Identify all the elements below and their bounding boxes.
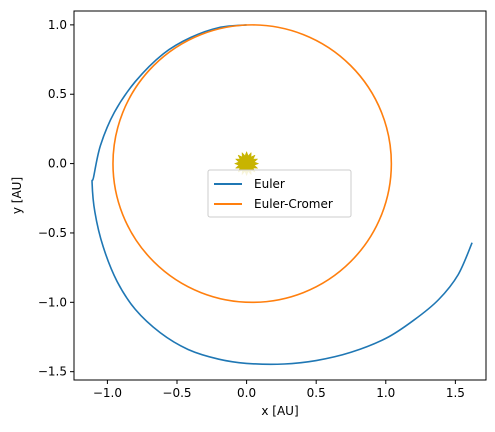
- y-tick-label: −0.5: [38, 226, 67, 240]
- x-tick-label: 0.5: [307, 386, 326, 400]
- plot-frame: [73, 10, 487, 381]
- x-tick-label: −0.5: [162, 386, 191, 400]
- y-tick-label: 1.0: [48, 18, 67, 32]
- series-euler-line: [91, 24, 473, 366]
- legend-box: [207, 169, 352, 218]
- x-tick-label: 0.0: [237, 386, 256, 400]
- y-tick-label: −1.0: [38, 295, 67, 309]
- series-layer: [91, 24, 473, 366]
- y-tick-label: 0.0: [48, 157, 67, 171]
- legend: Euler Euler-Cromer: [207, 169, 352, 218]
- x-tick-label: −1.0: [93, 386, 122, 400]
- y-axis-label: y [AU]: [10, 177, 24, 214]
- x-axis-ticks: −1.0 −0.5 0.0 0.5 1.0 1.5: [93, 380, 465, 400]
- legend-label-euler-cromer: Euler-Cromer: [254, 197, 333, 211]
- x-tick-label: 1.0: [376, 386, 395, 400]
- x-tick-label: 1.5: [446, 386, 465, 400]
- legend-label-euler: Euler: [254, 177, 285, 191]
- y-tick-label: −1.5: [38, 365, 67, 379]
- y-tick-label: 0.5: [48, 87, 67, 101]
- x-axis-label: x [AU]: [261, 404, 298, 418]
- y-axis-ticks: −1.5 −1.0 −0.5 0.0 0.5 1.0: [38, 18, 74, 379]
- series-euler-cromer-line: [112, 24, 393, 304]
